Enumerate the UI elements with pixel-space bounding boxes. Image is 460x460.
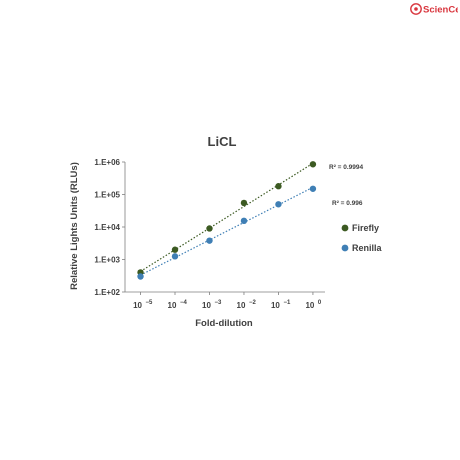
x-tick-label: 10 [202,301,211,310]
data-point-renilla [206,237,213,244]
sciencell-logo: ScienCell [410,3,458,16]
y-tick-label: 1.E+06 [94,158,120,167]
r2-label-firefly: R² = 0.9994 [329,164,364,171]
x-tick-exponent: −4 [180,300,188,306]
data-point-renilla [137,273,144,280]
x-tick-label: 10 [237,301,246,310]
data-point-renilla [309,185,317,192]
data-point-firefly [171,246,179,253]
x-tick-label: 10 [168,301,177,310]
x-tick-label: 10 [305,301,314,310]
legend-label-renilla: Renilla [352,243,383,253]
x-axis-label: Fold-dilution [195,318,253,329]
legend-marker-renilla [341,244,349,252]
y-tick-label: 1.E+03 [94,256,120,265]
x-tick-exponent: −2 [249,300,257,306]
data-point-firefly [240,199,248,207]
logo-text: ScienCell [423,5,458,16]
x-tick-exponent: 0 [318,300,322,306]
x-tick-label: 10 [271,301,280,310]
trendline-firefly [140,162,314,272]
logo-dot-icon [414,7,418,11]
data-point-firefly [206,225,213,232]
x-tick-exponent: −3 [214,300,222,306]
x-tick-label: 10 [133,301,142,310]
data-point-firefly [309,161,317,168]
y-tick-label: 1.E+02 [94,288,120,297]
legend-marker-firefly [341,224,349,232]
y-axis-label: Relative Lights Units (RLUs) [69,162,80,290]
logo-mark-icon [410,3,422,15]
trendline-renilla [140,186,314,276]
data-point-renilla [171,253,179,260]
data-point-firefly [275,183,282,190]
r2-label-renilla: R² = 0.996 [332,200,363,207]
y-tick-label: 1.E+04 [94,223,120,232]
y-tick-label: 1.E+05 [94,191,120,200]
x-tick-exponent: −5 [146,300,154,306]
chart-title: LiCL [208,134,237,149]
data-point-renilla [275,201,282,208]
data-point-renilla [240,217,248,225]
x-tick-exponent: −1 [283,300,291,306]
legend-label-firefly: Firefly [352,223,379,233]
